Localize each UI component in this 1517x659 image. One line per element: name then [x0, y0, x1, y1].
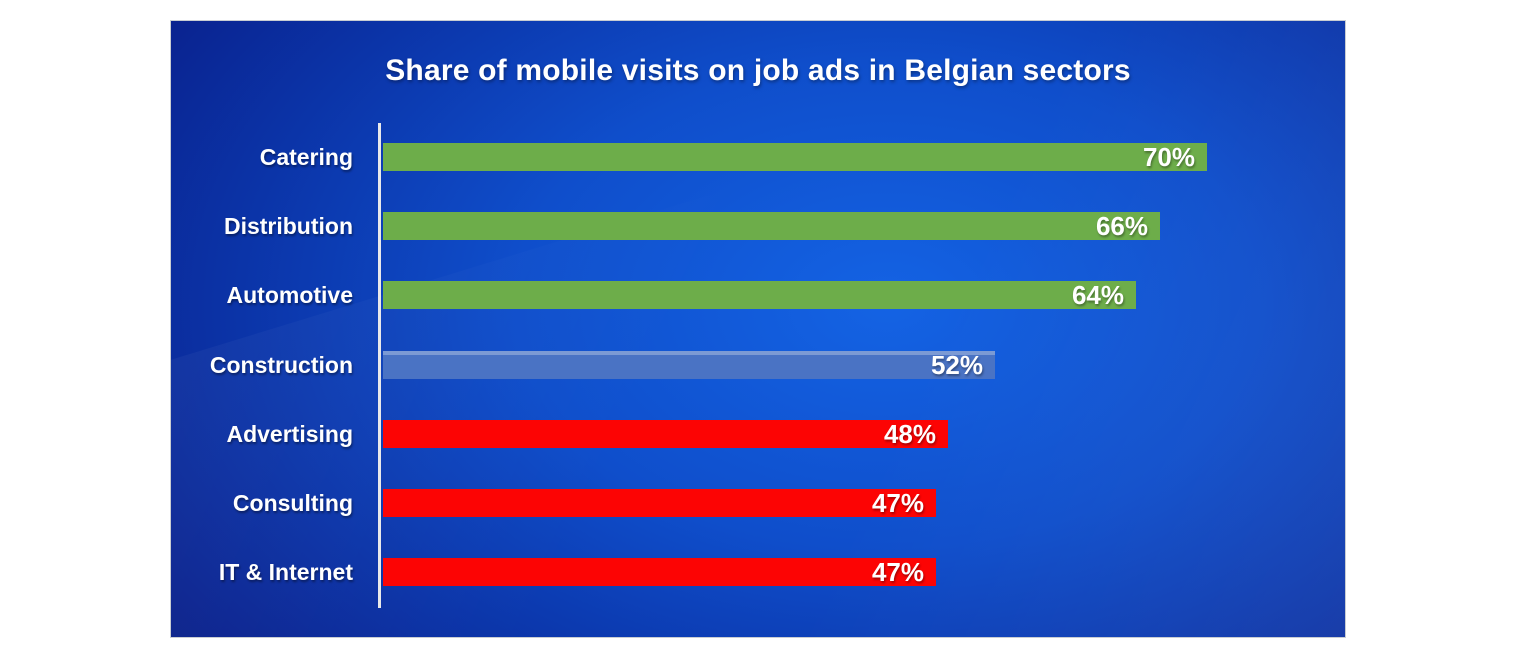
category-label: Construction: [209, 352, 353, 378]
category-label: Consulting: [232, 490, 353, 516]
bar-catering: 70%: [383, 141, 1207, 172]
value-label: 70%: [1142, 141, 1195, 172]
bar-advertising: 48%: [383, 418, 948, 449]
bar-row-catering: Catering 70%: [171, 141, 1345, 172]
bar-row-it-internet: IT & Internet 47%: [171, 556, 1345, 587]
category-label: Distribution: [223, 213, 353, 239]
value-label: 64%: [1071, 279, 1124, 310]
bar-row-distribution: Distribution 66%: [171, 210, 1345, 241]
chart-title: Share of mobile visits on job ads in Bel…: [385, 54, 1131, 87]
value-label: 52%: [930, 349, 983, 380]
y-axis-line: [378, 123, 381, 608]
bar-row-advertising: Advertising 48%: [171, 418, 1345, 449]
category-label: Automotive: [226, 282, 354, 308]
slide-panel: Share of mobile visits on job ads in Bel…: [170, 20, 1346, 638]
bar-row-consulting: Consulting 47%: [171, 487, 1345, 518]
bar-row-construction: Construction 52%: [171, 349, 1345, 380]
value-label: 48%: [883, 418, 936, 449]
value-label: 47%: [871, 556, 924, 587]
bar-distribution: 66%: [383, 210, 1160, 241]
category-label: Catering: [259, 144, 353, 170]
category-label: Advertising: [226, 421, 353, 447]
bar-row-automotive: Automotive 64%: [171, 279, 1345, 310]
category-label: IT & Internet: [218, 559, 353, 585]
value-label: 47%: [871, 487, 924, 518]
value-label: 66%: [1095, 210, 1148, 241]
bar-automotive: 64%: [383, 279, 1136, 310]
bar-it-internet: 47%: [383, 556, 936, 587]
bar-consulting: 47%: [383, 487, 936, 518]
bar-construction: 52%: [383, 349, 995, 380]
